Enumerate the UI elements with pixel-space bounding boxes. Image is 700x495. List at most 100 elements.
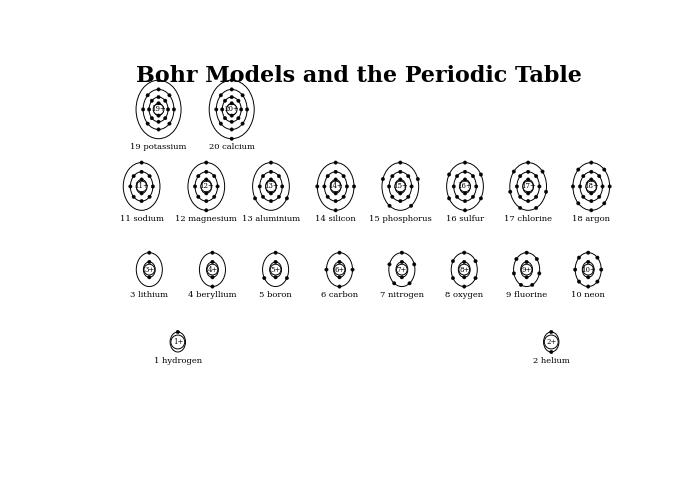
Circle shape — [463, 161, 467, 164]
Circle shape — [393, 282, 396, 285]
Circle shape — [447, 197, 451, 200]
Circle shape — [246, 108, 248, 111]
Circle shape — [598, 195, 601, 198]
Text: 4 beryllium: 4 beryllium — [188, 292, 237, 299]
Circle shape — [223, 116, 227, 120]
Circle shape — [412, 263, 416, 266]
Circle shape — [146, 122, 149, 125]
Circle shape — [216, 185, 219, 188]
Circle shape — [514, 257, 518, 261]
Circle shape — [463, 285, 466, 288]
Circle shape — [525, 251, 528, 254]
Circle shape — [261, 174, 265, 178]
Text: 13+: 13+ — [264, 183, 279, 191]
Circle shape — [512, 170, 515, 173]
Text: 7+: 7+ — [397, 266, 407, 274]
Circle shape — [230, 88, 233, 91]
Circle shape — [456, 195, 458, 198]
Circle shape — [334, 192, 337, 195]
Circle shape — [277, 174, 281, 178]
Circle shape — [519, 195, 522, 198]
Circle shape — [211, 260, 214, 264]
Circle shape — [519, 174, 522, 178]
Circle shape — [589, 170, 593, 174]
Circle shape — [274, 276, 277, 279]
Circle shape — [204, 161, 208, 164]
Text: 11 sodium: 11 sodium — [120, 215, 164, 223]
Circle shape — [230, 101, 233, 105]
Circle shape — [201, 181, 211, 192]
Circle shape — [573, 268, 577, 271]
Circle shape — [219, 122, 223, 125]
Circle shape — [274, 260, 277, 264]
Circle shape — [400, 276, 404, 279]
Circle shape — [148, 260, 151, 264]
Circle shape — [534, 206, 538, 210]
Circle shape — [151, 185, 155, 188]
Circle shape — [164, 116, 167, 120]
Text: 1+: 1+ — [173, 338, 183, 346]
Circle shape — [334, 161, 337, 164]
Circle shape — [230, 96, 233, 99]
Circle shape — [603, 168, 606, 171]
Text: 8+: 8+ — [459, 266, 470, 274]
Circle shape — [534, 174, 538, 178]
Text: 18+: 18+ — [584, 183, 598, 191]
Circle shape — [578, 280, 581, 283]
Circle shape — [262, 276, 266, 280]
Circle shape — [407, 195, 410, 198]
Circle shape — [589, 192, 593, 195]
Text: 11+: 11+ — [134, 183, 149, 191]
Circle shape — [148, 174, 151, 178]
Circle shape — [277, 195, 281, 198]
Text: 7 nitrogen: 7 nitrogen — [380, 292, 424, 299]
Circle shape — [522, 264, 532, 275]
Circle shape — [601, 185, 604, 188]
Circle shape — [400, 260, 404, 264]
Circle shape — [211, 276, 214, 279]
Circle shape — [204, 192, 208, 195]
Circle shape — [237, 116, 240, 120]
Circle shape — [550, 350, 553, 354]
Circle shape — [596, 280, 599, 283]
Circle shape — [463, 178, 467, 181]
Circle shape — [132, 174, 135, 178]
Circle shape — [398, 178, 402, 181]
Circle shape — [334, 264, 345, 275]
Circle shape — [475, 185, 478, 188]
Circle shape — [146, 94, 149, 97]
Circle shape — [525, 276, 528, 279]
Circle shape — [589, 161, 593, 164]
Circle shape — [141, 108, 145, 111]
Circle shape — [338, 285, 341, 288]
Circle shape — [388, 204, 391, 207]
Text: 2+: 2+ — [546, 338, 556, 346]
Circle shape — [589, 208, 593, 212]
Circle shape — [523, 181, 533, 192]
Text: 10+: 10+ — [581, 266, 596, 274]
Circle shape — [577, 201, 580, 205]
Circle shape — [285, 276, 288, 280]
Circle shape — [219, 94, 223, 97]
Circle shape — [589, 199, 593, 203]
Circle shape — [334, 178, 337, 181]
Circle shape — [587, 285, 590, 288]
Text: 14 silicon: 14 silicon — [315, 215, 356, 223]
Circle shape — [395, 181, 406, 192]
Circle shape — [172, 108, 176, 111]
Circle shape — [230, 128, 233, 131]
Circle shape — [270, 178, 273, 181]
Text: 5+: 5+ — [270, 266, 281, 274]
Circle shape — [334, 208, 337, 212]
Circle shape — [197, 195, 200, 198]
Circle shape — [148, 195, 151, 198]
Text: 3+: 3+ — [144, 266, 155, 274]
Circle shape — [586, 181, 596, 192]
Circle shape — [258, 185, 261, 188]
Circle shape — [204, 208, 208, 212]
Circle shape — [452, 259, 454, 263]
Circle shape — [338, 260, 341, 264]
Text: 12+: 12+ — [199, 183, 214, 191]
Circle shape — [223, 99, 227, 102]
Circle shape — [526, 199, 530, 203]
